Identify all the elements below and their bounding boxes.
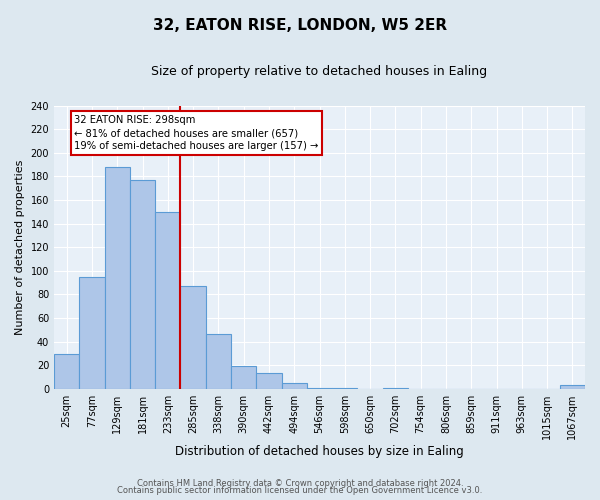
Text: Contains HM Land Registry data © Crown copyright and database right 2024.: Contains HM Land Registry data © Crown c… (137, 478, 463, 488)
Bar (256, 374, 281, 388)
Y-axis label: Number of detached properties: Number of detached properties (15, 160, 25, 335)
Bar (54, 354, 79, 388)
Bar (281, 383, 307, 388)
Text: 32, EATON RISE, LONDON, W5 2ER: 32, EATON RISE, LONDON, W5 2ER (153, 18, 447, 32)
Bar (155, 212, 181, 388)
Bar (181, 286, 206, 388)
Bar (104, 167, 130, 388)
Title: Size of property relative to detached houses in Ealing: Size of property relative to detached ho… (151, 65, 488, 78)
Bar (560, 385, 585, 388)
Bar (231, 366, 256, 388)
Bar (130, 180, 155, 388)
X-axis label: Distribution of detached houses by size in Ealing: Distribution of detached houses by size … (175, 444, 464, 458)
Bar (79, 276, 104, 388)
Bar (206, 334, 231, 388)
Text: Contains public sector information licensed under the Open Government Licence v3: Contains public sector information licen… (118, 486, 482, 495)
Text: 32 EATON RISE: 298sqm
← 81% of detached houses are smaller (657)
19% of semi-det: 32 EATON RISE: 298sqm ← 81% of detached … (74, 115, 319, 152)
